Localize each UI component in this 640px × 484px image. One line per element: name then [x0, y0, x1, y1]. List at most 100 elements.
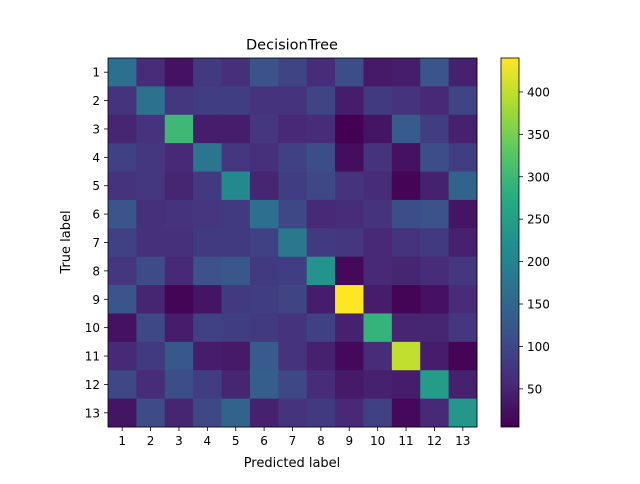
heatmap-cell — [306, 114, 336, 144]
heatmap-cell — [448, 370, 478, 400]
heatmap-cell — [108, 228, 137, 258]
heatmap-cell — [249, 171, 279, 201]
heatmap-cell — [391, 171, 421, 201]
heatmap-cell — [335, 313, 364, 343]
x-tick-label: 3 — [175, 434, 183, 448]
heatmap-cell — [221, 370, 251, 400]
heatmap-cell — [335, 228, 364, 258]
heatmap-cell — [164, 114, 194, 144]
heatmap-cell — [136, 285, 166, 314]
heatmap-cell — [306, 171, 336, 201]
colorbar-ticks: 50 100 150 200 250 300 350 400 — [519, 85, 550, 396]
y-tick-label: 12 — [85, 378, 100, 392]
heatmap-cell — [448, 313, 478, 343]
heatmap-cell — [306, 370, 336, 400]
x-tick-label: 9 — [345, 434, 353, 448]
heatmap-cell — [420, 86, 450, 116]
y-tick-label: 6 — [92, 208, 100, 222]
heatmap-cell — [249, 370, 279, 400]
y-tick-label: 13 — [85, 406, 100, 420]
heatmap-cell — [306, 86, 336, 116]
heatmap-cell — [193, 58, 222, 87]
heatmap-cell — [335, 370, 364, 400]
heatmap-cell — [306, 199, 336, 229]
x-tick-label: 7 — [289, 434, 297, 448]
heatmap-cell — [136, 58, 166, 87]
heatmap-cell — [363, 58, 393, 87]
heatmap-cell — [278, 171, 308, 201]
heatmap-cell — [108, 171, 137, 201]
heatmap-cell — [221, 58, 251, 87]
heatmap-cell — [448, 285, 478, 314]
heatmap-cell — [363, 171, 393, 201]
heatmap-cell — [278, 114, 308, 144]
heatmap-cell — [221, 86, 251, 116]
heatmap-cell — [193, 199, 222, 229]
heatmap-cell — [278, 86, 308, 116]
heatmap-cell — [193, 228, 222, 258]
heatmap-cell — [420, 256, 450, 286]
heatmap-cell — [420, 171, 450, 201]
heatmap-cell — [136, 256, 166, 286]
heatmap-cell — [448, 199, 478, 229]
heatmap-cell — [108, 199, 137, 229]
heatmap-cell — [363, 341, 393, 371]
y-tick-label: 1 — [92, 66, 100, 80]
heatmap-cell — [164, 171, 194, 201]
heatmap-cell — [306, 285, 336, 314]
colorbar-tick-label: 200 — [527, 255, 550, 269]
heatmap-cell — [136, 171, 166, 201]
heatmap-cell — [164, 313, 194, 343]
heatmap-cell — [278, 370, 308, 400]
colorbar-tick-label: 50 — [527, 382, 542, 396]
heatmap-cell — [136, 114, 166, 144]
heatmap-cell — [391, 285, 421, 314]
heatmap-cell — [335, 58, 364, 87]
heatmap-cell — [335, 171, 364, 201]
heatmap-cell — [391, 143, 421, 172]
heatmap-cell — [249, 114, 279, 144]
y-tick-label: 3 — [92, 122, 100, 136]
heatmap-cell — [249, 58, 279, 87]
heatmap-cell — [335, 398, 364, 428]
heatmap-cell — [136, 313, 166, 343]
heatmap-cell — [221, 285, 251, 314]
heatmap-cell — [249, 143, 279, 172]
heatmap-cell — [420, 228, 450, 258]
colorbar-tick-label: 400 — [527, 85, 550, 99]
colorbar-tick-label: 150 — [527, 298, 550, 312]
heatmap-cell — [420, 143, 450, 172]
heatmap-cell — [391, 398, 421, 428]
heatmap-cell — [164, 285, 194, 314]
colorbar-tick-label: 350 — [527, 128, 550, 142]
heatmap-cell — [278, 398, 308, 428]
heatmap-cell — [420, 58, 450, 87]
heatmap-cell — [108, 313, 137, 343]
heatmap-cell — [448, 398, 478, 428]
heatmap-cell — [278, 313, 308, 343]
heatmap-cell — [249, 86, 279, 116]
heatmap-cell — [108, 86, 137, 116]
heatmap-cell — [164, 58, 194, 87]
heatmap-cell — [391, 370, 421, 400]
heatmap-cell — [335, 114, 364, 144]
y-tick-label: 8 — [92, 264, 100, 278]
heatmap-cell — [164, 256, 194, 286]
heatmap-cell — [420, 114, 450, 144]
colorbar — [500, 57, 520, 428]
heatmap-cell — [448, 86, 478, 116]
heatmap-cell — [221, 228, 251, 258]
heatmap-cell — [448, 341, 478, 371]
heatmap-cells — [108, 58, 478, 428]
heatmap-cell — [420, 313, 450, 343]
y-axis-label: True label — [59, 210, 74, 274]
heatmap-cell — [335, 285, 364, 314]
heatmap-cell — [108, 58, 137, 87]
heatmap-cell — [164, 143, 194, 172]
heatmap-cell — [278, 285, 308, 314]
x-axis: 1 2 3 4 5 6 7 8 9 10 11 12 13 — [118, 427, 470, 448]
x-tick-label: 11 — [398, 434, 413, 448]
heatmap-cell — [221, 398, 251, 428]
x-tick-label: 6 — [260, 434, 268, 448]
